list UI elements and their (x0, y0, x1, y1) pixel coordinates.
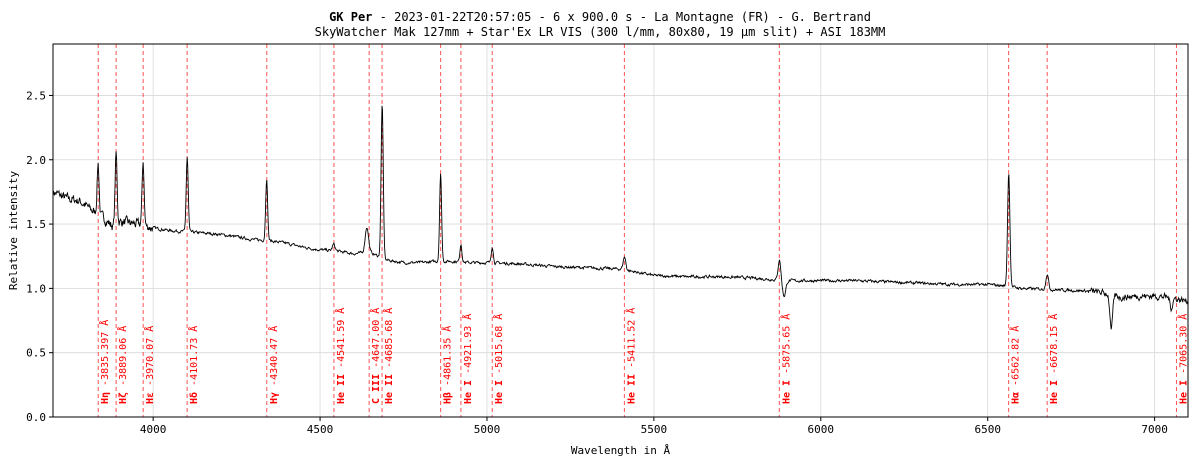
marker-wavelength: -4101.73 Å (187, 326, 200, 392)
y-axis: 0.0 0.5 1.0 1.5 2.0 2.5 (26, 89, 53, 424)
x-tick-label: 6500 (974, 423, 1001, 436)
x-tick-label: 5000 (474, 423, 501, 436)
marker-wavelength: -4340.47 Å (267, 326, 280, 392)
title-target: GK Per (329, 10, 373, 24)
line-marker-label: Hδ -4101.73 Å (187, 326, 200, 404)
line-marker-label: He I -6678.15 Å (1047, 314, 1060, 404)
marker-element: Hη (100, 392, 111, 404)
marker-element: Hγ (269, 392, 280, 404)
marker-element: Hε (145, 392, 156, 404)
line-marker-label: C III -4647.00 Å (369, 308, 382, 404)
line-marker-label: He II -4541.59 Å (334, 308, 347, 404)
marker-element: He II (626, 374, 637, 404)
line-marker-label: He I -5875.65 Å (779, 314, 792, 404)
line-marker-label: He II -4685.68 Å (382, 308, 395, 404)
marker-wavelength: -3835.397 Å (98, 320, 111, 392)
line-marker-label: Hα -6562.82 Å (1009, 326, 1022, 404)
marker-element: Hζ (118, 392, 129, 404)
marker-wavelength: -4685.68 Å (382, 308, 395, 374)
line-marker-label: He II -5411.52 Å (624, 308, 637, 404)
y-tick-label: 2.5 (26, 89, 46, 102)
marker-wavelength: -5411.52 Å (624, 308, 637, 374)
chart-title: GK Per - 2023-01-22T20:57:05 - 6 x 900.0… (0, 10, 1200, 24)
marker-element: He II (384, 374, 395, 404)
marker-wavelength: -4647.00 Å (369, 308, 382, 374)
marker-wavelength: -5015.68 Å (492, 314, 505, 380)
line-marker-label: Hγ -4340.47 Å (267, 326, 280, 404)
line-marker-label: Hζ -3889.06 Å (116, 326, 129, 404)
marker-element: He I (1049, 380, 1060, 404)
x-tick-label: 6000 (808, 423, 835, 436)
y-tick-label: 0.5 (26, 347, 46, 360)
line-marker-label: Hη -3835.397 Å (98, 320, 111, 404)
marker-element: Hα (1011, 392, 1022, 404)
line-markers: Hη -3835.397 Å Hζ -3889.06 Å Hε -3970.07 Å… (97, 44, 1189, 417)
marker-element: He I (463, 380, 474, 404)
x-tick-label: 7000 (1141, 423, 1168, 436)
marker-element: He I (781, 380, 792, 404)
y-tick-label: 1.0 (26, 282, 46, 295)
y-axis-label: Relative intensity (7, 171, 20, 291)
marker-wavelength: -6562.82 Å (1009, 326, 1022, 392)
x-axis-label: Wavelength in Å (571, 444, 671, 457)
marker-wavelength: -7065.30 Å (1176, 314, 1189, 380)
line-marker-label: He I -4921.93 Å (461, 314, 474, 404)
marker-wavelength: -3889.06 Å (116, 326, 129, 392)
marker-wavelength: -4541.59 Å (334, 308, 347, 374)
spectrum-series (52, 105, 1189, 330)
marker-wavelength: -4921.93 Å (461, 314, 474, 380)
line-marker-label: Hε -3970.07 Å (143, 326, 156, 404)
x-tick-label: 4500 (307, 423, 334, 436)
title-details: - 2023-01-22T20:57:05 - 6 x 900.0 s - La… (372, 10, 871, 24)
y-tick-label: 1.5 (26, 218, 46, 231)
line-marker-label: Hβ -4861.35 Å (441, 326, 454, 404)
marker-element: C III (371, 374, 382, 404)
marker-wavelength: -3970.07 Å (143, 326, 156, 392)
x-tick-label: 5500 (641, 423, 668, 436)
line-marker-label: He I -7065.30 Å (1176, 314, 1189, 404)
marker-element: He I (1178, 380, 1189, 404)
marker-element: He II (336, 374, 347, 404)
marker-wavelength: -4861.35 Å (441, 326, 454, 392)
marker-element: He I (494, 380, 505, 404)
y-tick-label: 0.0 (26, 411, 46, 424)
x-axis: 4000 4500 5000 5500 6000 6500 7000 (140, 417, 1168, 436)
x-tick-label: 4000 (140, 423, 167, 436)
marker-element: Hδ (189, 392, 200, 404)
y-tick-label: 2.0 (26, 154, 46, 167)
marker-element: Hβ (443, 392, 454, 404)
marker-wavelength: -6678.15 Å (1047, 314, 1060, 380)
plot-frame (52, 43, 1189, 418)
chart-subtitle: SkyWatcher Mak 127mm + Star'Ex LR VIS (3… (314, 25, 886, 39)
line-marker-label: He I -5015.68 Å (492, 314, 505, 404)
spectrum-line (52, 105, 1189, 330)
marker-wavelength: -5875.65 Å (779, 314, 792, 380)
